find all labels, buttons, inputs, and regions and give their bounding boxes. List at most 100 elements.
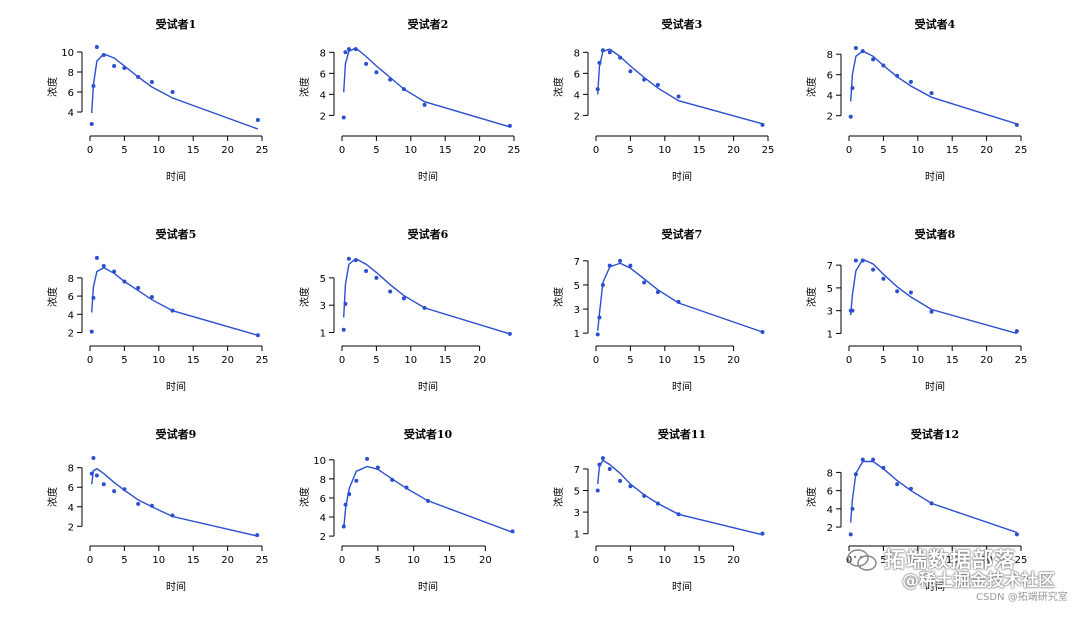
y-tick-label: 4 (827, 505, 833, 516)
fit-line (850, 460, 1018, 534)
chart-panel: 受试者11 0 5 10 15 20 1 3 5 7 时间 浓度 (536, 426, 806, 626)
y-tick-label: 7 (574, 465, 580, 476)
x-tick-label: 5 (880, 145, 886, 156)
data-point (908, 290, 913, 295)
y-tick-label: 2 (68, 329, 74, 340)
y-tick-label: 6 (68, 88, 74, 99)
y-axis-label: 浓度 (298, 487, 311, 507)
y-tick-label: 1 (574, 530, 580, 541)
x-tick-label: 5 (373, 355, 379, 366)
chart-title: 受试者10 (404, 427, 453, 441)
data-point (676, 512, 681, 517)
chart-svg: 受试者2 0 5 10 15 20 25 2 4 6 8 时间 浓度 (298, 17, 520, 183)
x-tick-label: 10 (911, 145, 924, 156)
x-tick-label: 15 (187, 145, 200, 156)
x-tick-label: 20 (479, 555, 492, 566)
data-point (607, 50, 612, 55)
fit-line (91, 267, 259, 336)
chart-svg: 受试者9 0 5 10 15 20 25 2 4 6 8 时间 浓度 (46, 427, 269, 593)
data-point (607, 263, 612, 268)
data-point (136, 501, 141, 506)
y-tick-label: 4 (574, 90, 580, 101)
data-point (655, 82, 660, 87)
data-point (112, 489, 117, 494)
data-point (149, 295, 154, 299)
x-tick-label: 25 (256, 555, 269, 566)
data-point (101, 264, 106, 269)
data-point (607, 466, 612, 471)
y-axis-label: 浓度 (805, 487, 818, 507)
x-axis-label: 时间 (166, 170, 186, 183)
x-tick-label: 10 (658, 355, 671, 366)
data-point (618, 478, 623, 483)
y-tick-label: 5 (320, 274, 326, 285)
x-tick-label: 0 (339, 355, 345, 366)
fit-line (343, 47, 511, 128)
y-tick-label: 6 (68, 483, 74, 494)
y-tick-label: 3 (320, 301, 326, 312)
y-tick-label: 4 (320, 513, 326, 524)
data-point (1014, 532, 1019, 537)
chart-title: 受试者9 (156, 427, 197, 441)
y-tick-label: 2 (320, 111, 326, 122)
x-tick-label: 5 (375, 555, 381, 566)
x-axis-label: 时间 (672, 170, 692, 183)
y-axis-label: 浓度 (805, 287, 818, 307)
chart-grid: 受试者1 0 5 10 15 20 25 4 6 8 10 时间 浓度 受试者2 0 5 10 15 20 25 2 4 6… (30, 16, 1027, 593)
y-axis-label: 浓度 (298, 77, 311, 97)
data-point (895, 289, 900, 294)
x-tick-label: 20 (980, 355, 993, 366)
data-point (347, 492, 352, 497)
data-point (422, 102, 427, 107)
watermark-source: CSDN @拓端研究室 (976, 592, 1068, 603)
x-tick-label: 15 (693, 355, 706, 366)
x-axis-label: 时间 (166, 380, 186, 393)
chart-title: 受试者11 (658, 427, 706, 441)
data-point (929, 91, 934, 96)
x-tick-label: 15 (946, 145, 959, 156)
data-point (507, 123, 512, 128)
data-point (255, 333, 260, 338)
data-point (375, 465, 380, 470)
x-tick-label: 10 (152, 145, 165, 156)
data-point (149, 503, 154, 508)
data-point (101, 482, 106, 487)
x-tick-label: 20 (473, 145, 486, 156)
data-point (354, 478, 359, 483)
chart-panel: 受试者5 0 5 10 15 20 25 2 4 6 8 时间 浓度 (30, 226, 300, 426)
data-point (642, 280, 647, 285)
data-point (341, 524, 346, 529)
data-point (91, 295, 96, 300)
y-tick-label: 8 (68, 464, 74, 475)
y-tick-label: 3 (574, 508, 580, 519)
chart-panel: 受试者1 0 5 10 15 20 25 4 6 8 10 时间 浓度 (30, 16, 300, 216)
data-point (929, 309, 934, 314)
x-tick-label: 0 (339, 145, 345, 156)
data-point (871, 457, 876, 462)
x-tick-label: 20 (221, 555, 234, 566)
chart-svg: 受试者7 0 5 10 15 20 1 3 5 7 时间 浓度 (552, 227, 765, 393)
data-point (860, 49, 865, 54)
y-tick-label: 2 (68, 522, 74, 533)
chart-title: 受试者2 (408, 17, 449, 31)
data-point (908, 486, 913, 491)
x-tick-label: 20 (980, 555, 993, 566)
y-tick-label: 8 (827, 50, 833, 61)
fit-line (91, 53, 259, 130)
y-axis-label: 浓度 (298, 287, 311, 307)
data-point (401, 87, 406, 92)
chart-svg: 受试者4 0 5 10 15 20 25 2 4 6 8 时间 浓度 (805, 17, 1027, 183)
data-point (89, 471, 94, 476)
x-tick-label: 0 (87, 555, 93, 566)
watermark-title: 拓端数据部落 (884, 548, 1016, 572)
data-point (595, 488, 600, 493)
data-point (426, 498, 430, 503)
data-point (853, 472, 858, 477)
data-point (881, 63, 886, 68)
data-point (642, 77, 647, 82)
y-tick-label: 1 (320, 329, 326, 340)
chart-panel: 受试者9 0 5 10 15 20 25 2 4 6 8 时间 浓度 (30, 426, 300, 626)
data-point (341, 327, 346, 332)
y-tick-label: 2 (574, 111, 580, 122)
data-point (760, 531, 765, 536)
